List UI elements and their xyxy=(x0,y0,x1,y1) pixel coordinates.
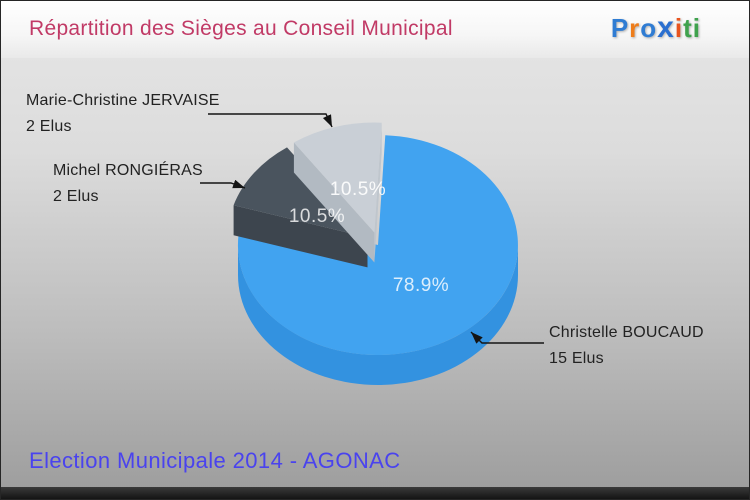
logo-letter: i xyxy=(692,13,701,43)
percent-label-jervaise: 10.5% xyxy=(330,179,386,200)
percent-label-boucaud: 78.9% xyxy=(393,275,449,296)
pie-slice-jervaise[interactable] xyxy=(293,122,382,233)
connector-rongieras xyxy=(200,179,246,189)
logo-letter: x xyxy=(657,11,675,44)
pie-slice-boucaud[interactable] xyxy=(237,135,518,356)
pie-slice-rongieras-side xyxy=(233,205,368,268)
callout-boucaud-name: Christelle BOUCAUD xyxy=(549,324,704,341)
callout-boucaud: Christelle BOUCAUD 15 Elus xyxy=(549,320,704,372)
pie-slice-jervaise-side xyxy=(293,142,375,263)
logo-letter: r xyxy=(629,13,641,43)
header: Répartition des Sièges au Conseil Munici… xyxy=(1,1,749,58)
logo-letter: P xyxy=(610,13,630,43)
logo-letter: t xyxy=(683,13,693,43)
logo-letter: i xyxy=(674,13,684,43)
callout-jervaise: Marie-Christine JERVAISE 2 Elus xyxy=(26,88,220,140)
callout-rongieras: Michel RONGIÉRAS 2 Elus xyxy=(53,158,203,210)
page-title: Répartition des Sièges au Conseil Munici… xyxy=(29,17,453,40)
connector-boucaud xyxy=(470,331,544,344)
pie-slice-boucaud-side xyxy=(238,245,518,385)
pie-slice-jervaise-side-right xyxy=(374,122,382,263)
logo-letter: o xyxy=(640,13,658,43)
bottom-bar xyxy=(1,487,749,499)
percent-label-rongieras: 10.5% xyxy=(289,206,345,227)
callout-rongieras-seats: 2 Elus xyxy=(53,188,99,205)
proxiti-logo[interactable]: Proxiti xyxy=(611,11,701,45)
election-title: Election Municipale 2014 - AGONAC xyxy=(29,448,401,473)
callout-jervaise-seats: 2 Elus xyxy=(26,118,72,135)
connector-jervaise xyxy=(208,113,333,128)
callout-boucaud-seats: 15 Elus xyxy=(549,350,604,367)
callout-rongieras-name: Michel RONGIÉRAS xyxy=(53,162,203,179)
callout-jervaise-name: Marie-Christine JERVAISE xyxy=(26,92,220,109)
